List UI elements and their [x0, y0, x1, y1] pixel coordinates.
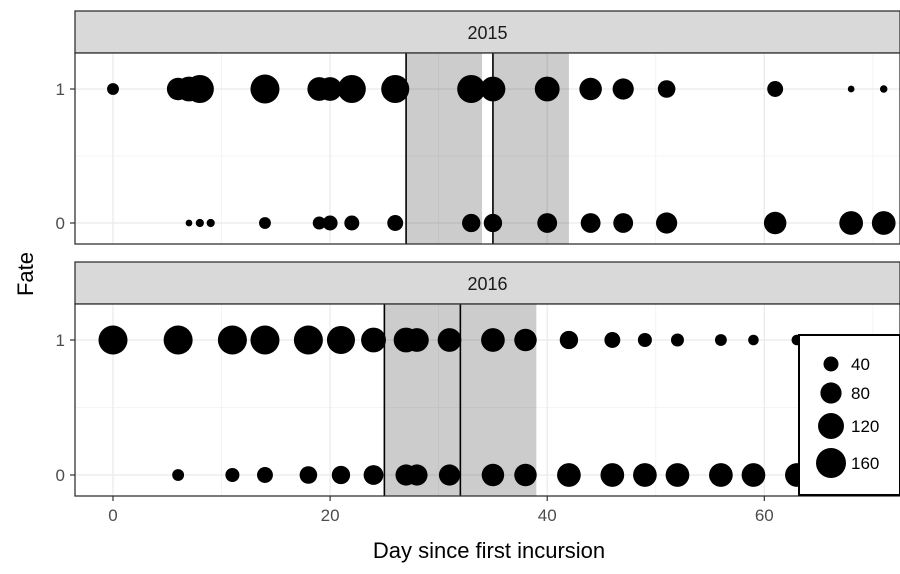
data-point-fate-1	[318, 77, 342, 101]
facet-strip	[74, 10, 900, 54]
data-point-fate-1	[612, 78, 634, 100]
data-point-fate-0	[665, 463, 690, 487]
data-point-fate-0	[312, 216, 326, 230]
panel-border	[74, 303, 900, 497]
legend-label: 160	[851, 454, 879, 473]
legend-box	[798, 334, 900, 496]
data-point-fate-1	[107, 83, 119, 95]
data-point-fate-0	[363, 465, 384, 485]
data-point-fate-1	[437, 328, 462, 352]
data-point-fate-0	[871, 211, 896, 235]
data-point-fate-1	[480, 76, 506, 102]
data-point-fate-1	[326, 325, 355, 355]
data-point-fate-1	[748, 334, 759, 346]
data-point-fate-0	[406, 464, 428, 486]
data-point-fate-0	[600, 463, 625, 487]
data-point-fate-1	[579, 77, 602, 101]
legend-key	[823, 356, 839, 372]
data-point-fate-0	[763, 211, 787, 235]
data-point-fate-1	[217, 325, 247, 355]
data-point-fate-0	[185, 219, 193, 227]
data-point-fate-0	[709, 463, 733, 487]
size-legend: 40 80 120 160	[798, 334, 900, 496]
data-point-fate-0	[537, 213, 558, 233]
data-point-fate-0	[322, 215, 338, 231]
panel-border	[74, 52, 900, 245]
data-point-fate-1	[163, 325, 193, 355]
data-point-fate-0	[344, 215, 360, 231]
data-point-fate-0	[299, 466, 318, 484]
x-tick-label: 60	[755, 506, 774, 525]
data-point-fate-0	[839, 211, 864, 235]
data-point-fate-1	[250, 74, 280, 104]
data-point-fate-1	[185, 74, 214, 104]
data-point-fate-0	[331, 465, 351, 485]
data-point-fate-1	[514, 328, 537, 352]
data-point-fate-1	[879, 85, 888, 93]
x-tick-label: 40	[538, 506, 557, 525]
data-point-fate-1	[361, 327, 386, 353]
shaded-window	[492, 53, 569, 244]
x-axis: 0 20 40 60	[108, 496, 774, 525]
data-point-fate-1	[637, 332, 652, 348]
data-point-fate-0	[438, 464, 461, 486]
data-point-fate-1	[250, 325, 280, 355]
data-point-fate-1	[337, 74, 366, 104]
data-point-fate-1	[657, 80, 676, 98]
data-point-fate-0	[259, 217, 271, 229]
x-axis-title: Day since first incursion	[373, 538, 605, 563]
y-tick-label: 0	[56, 214, 65, 233]
data-point-fate-0	[195, 218, 204, 228]
data-point-fate-0	[462, 213, 481, 233]
data-point-fate-1	[670, 333, 684, 347]
data-point-fate-0	[633, 463, 657, 487]
data-point-fate-0	[172, 469, 185, 481]
panel-2016: 2016 1 0	[56, 261, 900, 497]
data-point-fate-0	[741, 463, 766, 487]
data-point-fate-1	[481, 328, 505, 352]
data-point-fate-0	[656, 212, 678, 234]
y-tick-label: 1	[56, 80, 65, 99]
y-axis-title: Fate	[13, 252, 38, 296]
legend-key	[818, 413, 844, 439]
facet-strip	[74, 261, 900, 305]
data-point-fate-0	[483, 213, 503, 233]
data-point-fate-1	[457, 74, 486, 104]
panel-2015: 2015 1 0	[56, 10, 900, 245]
data-point-fate-1	[767, 81, 784, 97]
panels-layer: 2015 1 0 2016 1 0	[56, 10, 900, 497]
legend-label: 120	[851, 417, 879, 436]
data-point-fate-1	[381, 74, 410, 104]
data-point-fate-1	[714, 334, 727, 346]
data-point-fate-1	[534, 76, 560, 102]
data-point-fate-0	[387, 215, 404, 231]
data-point-fate-0	[225, 467, 240, 483]
data-point-fate-0	[206, 218, 215, 228]
y-tick-label: 1	[56, 331, 65, 350]
data-point-fate-1	[293, 325, 323, 355]
data-point-fate-0	[580, 213, 601, 233]
legend-label: 80	[851, 384, 870, 403]
data-point-fate-1	[847, 85, 855, 93]
facet-label: 2016	[467, 274, 507, 294]
y-tick-label: 0	[56, 466, 65, 485]
legend-key	[816, 448, 846, 478]
data-point-fate-0	[514, 463, 537, 487]
legend-label: 40	[851, 355, 870, 374]
legend-key	[820, 382, 842, 404]
data-point-fate-0	[557, 463, 581, 487]
data-point-fate-0	[481, 463, 505, 487]
data-point-fate-1	[559, 330, 579, 350]
facet-label: 2015	[467, 23, 507, 43]
x-tick-label: 20	[321, 506, 340, 525]
data-point-fate-1	[405, 328, 429, 352]
data-point-fate-1	[604, 332, 621, 348]
x-tick-label: 0	[108, 506, 117, 525]
data-point-fate-1	[98, 325, 128, 355]
data-point-fate-0	[613, 213, 634, 233]
data-point-fate-0	[257, 467, 273, 483]
